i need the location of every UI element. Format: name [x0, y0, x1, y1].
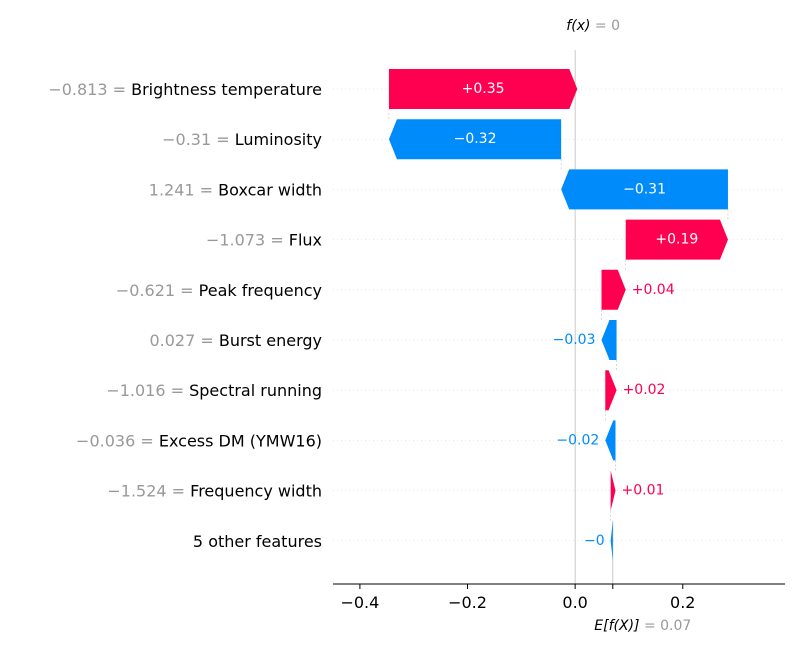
feature-label: −1.073 = Flux: [206, 230, 322, 249]
feature-label: −0.621 = Peak frequency: [116, 280, 322, 299]
feature-value: −0.036: [76, 431, 135, 450]
bar-value-label: +0.01: [622, 483, 665, 499]
fx-label: f(x) = 0: [566, 18, 620, 34]
bar-brightness-temperature: [388, 69, 578, 109]
x-axis: −0.4 −0.2 0.0 0.2: [333, 583, 785, 612]
bar-excess-dm-ymw16-: [605, 420, 616, 461]
fx-label-symbol: f(x): [566, 18, 590, 34]
feature-equals: =: [108, 80, 132, 99]
feature-label: −0.036 = Excess DM (YMW16): [76, 431, 322, 450]
feature-equals: =: [135, 431, 159, 450]
bar-peak-frequency: [601, 269, 626, 310]
bar-burst-energy: [601, 320, 617, 360]
bar-value-label: −0: [584, 533, 605, 549]
bar-value-label: +0.02: [623, 382, 666, 398]
bar-value-label: +0.04: [632, 282, 675, 298]
x-tick-label: −0.2: [448, 593, 487, 612]
bar-flux: [625, 219, 728, 260]
feature-label: −1.524 = Frequency width: [107, 481, 322, 500]
feature-name: 5 other features: [193, 531, 322, 550]
bar-layer: +0.35 −0.32 −0.31 +0.19 +0.04 −0.03 +0.02 −0.02…: [388, 69, 728, 561]
feature-equals: =: [167, 481, 191, 500]
feature-label-layer: −0.813 = Brightness temperature −0.31 = L…: [48, 80, 322, 551]
bar-value-label: −0.03: [553, 332, 596, 348]
bar-value-label: +0.19: [655, 232, 698, 248]
bar-boxcar-width: [561, 169, 728, 210]
x-tick-label: 0.2: [670, 593, 695, 612]
x-tick-label: 0.0: [562, 593, 587, 612]
feature-name: Spectral running: [189, 381, 322, 400]
feature-name: Luminosity: [235, 130, 322, 149]
base-label-value: = 0.07: [640, 618, 692, 634]
feature-value: −0.31: [162, 130, 211, 149]
feature-value: −0.621: [116, 280, 175, 299]
base-label-symbol: E[f(X)]: [594, 618, 639, 634]
fx-label-value: = 0: [590, 18, 620, 34]
bar-frequency-width: [610, 470, 616, 511]
feature-label: 5 other features: [193, 531, 322, 550]
feature-label: −0.813 = Brightness temperature: [48, 80, 322, 99]
feature-equals: =: [195, 331, 219, 350]
feature-name: Burst energy: [219, 331, 322, 350]
base-value-label: E[f(X)] = 0.07: [594, 618, 691, 634]
feature-name: Excess DM (YMW16): [159, 431, 322, 450]
feature-name: Boxcar width: [218, 180, 322, 199]
feature-value: −0.813: [48, 80, 107, 99]
feature-name: Brightness temperature: [131, 80, 322, 99]
feature-label: −1.016 = Spectral running: [106, 381, 322, 400]
feature-equals: =: [211, 130, 235, 149]
feature-value: −1.016: [106, 381, 165, 400]
bar-value-label: −0.32: [454, 131, 497, 147]
feature-name: Peak frequency: [199, 280, 322, 299]
feature-value: 1.241: [149, 180, 195, 199]
bar-spectral-running: [605, 370, 617, 411]
feature-name: Frequency width: [190, 481, 322, 500]
feature-equals: =: [195, 180, 219, 199]
feature-label: 1.241 = Boxcar width: [149, 180, 322, 199]
feature-value: 0.027: [149, 331, 195, 350]
bar-5-other-features: [610, 520, 613, 561]
feature-equals: =: [265, 230, 289, 249]
feature-equals: =: [175, 280, 199, 299]
x-tick-label: −0.4: [340, 593, 379, 612]
bar-value-label: +0.35: [462, 81, 505, 97]
feature-value: −1.073: [206, 230, 265, 249]
feature-value: −1.524: [107, 481, 166, 500]
feature-name: Flux: [289, 230, 322, 249]
feature-label: −0.31 = Luminosity: [162, 130, 322, 149]
feature-equals: =: [166, 381, 190, 400]
bar-value-label: −0.31: [623, 181, 666, 197]
bar-value-label: −0.02: [556, 432, 599, 448]
bar-luminosity: [388, 119, 562, 160]
feature-label: 0.027 = Burst energy: [149, 331, 322, 350]
